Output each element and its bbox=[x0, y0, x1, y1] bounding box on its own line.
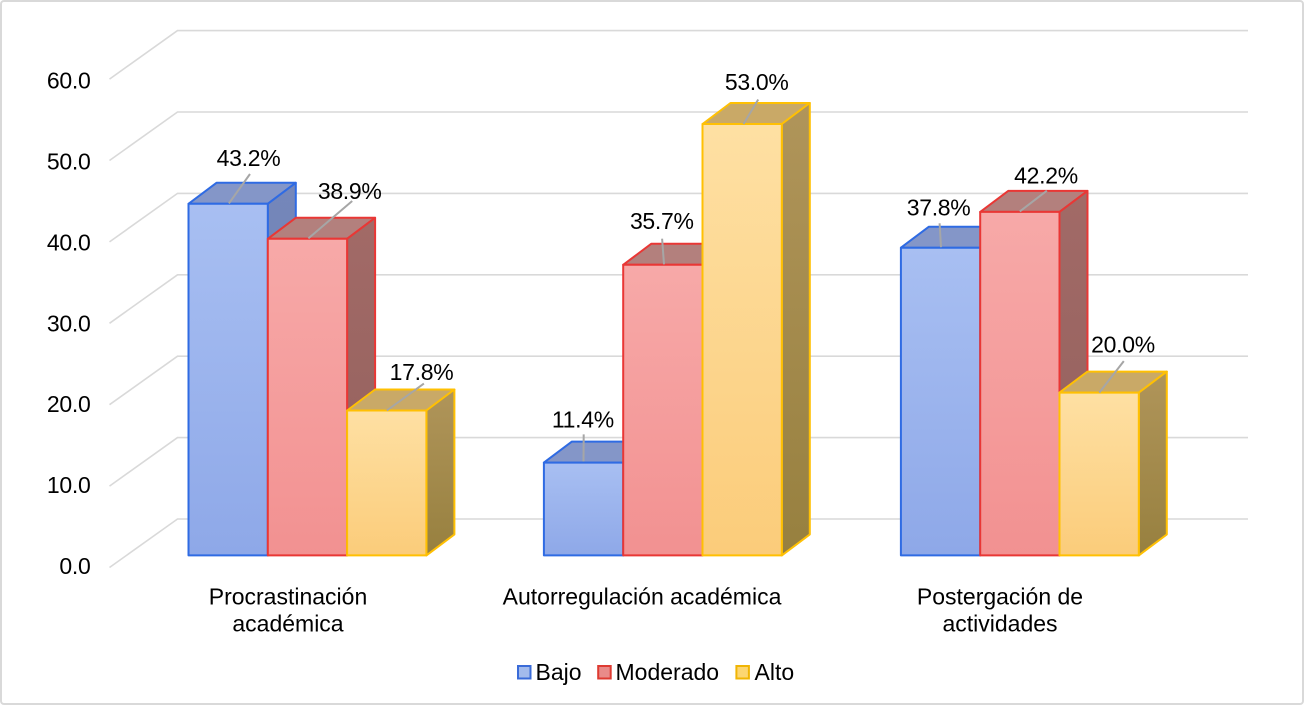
svg-text:38.9%: 38.9% bbox=[318, 178, 382, 204]
svg-text:actividades: actividades bbox=[942, 611, 1057, 637]
svg-text:Bajo: Bajo bbox=[536, 659, 582, 685]
svg-text:Moderado: Moderado bbox=[616, 659, 720, 685]
svg-text:Alto: Alto bbox=[755, 659, 795, 685]
svg-text:43.2%: 43.2% bbox=[217, 145, 281, 171]
svg-text:Postergación de: Postergación de bbox=[917, 584, 1083, 610]
svg-text:40.0: 40.0 bbox=[47, 229, 91, 255]
svg-text:11.4%: 11.4% bbox=[552, 406, 614, 432]
svg-text:Procrastinación: Procrastinación bbox=[209, 584, 368, 610]
svg-text:53.0%: 53.0% bbox=[725, 69, 789, 95]
svg-text:60.0: 60.0 bbox=[47, 68, 91, 94]
svg-text:Autorregulación académica: Autorregulación académica bbox=[503, 584, 782, 610]
svg-text:10.0: 10.0 bbox=[47, 472, 91, 498]
svg-text:académica: académica bbox=[232, 611, 343, 637]
svg-text:20.0%: 20.0% bbox=[1091, 331, 1155, 357]
svg-text:30.0: 30.0 bbox=[47, 310, 91, 336]
svg-text:42.2%: 42.2% bbox=[1014, 162, 1078, 188]
svg-text:0.0: 0.0 bbox=[59, 553, 90, 579]
svg-text:20.0: 20.0 bbox=[47, 391, 91, 417]
svg-text:35.7%: 35.7% bbox=[630, 208, 694, 234]
svg-text:50.0: 50.0 bbox=[47, 149, 91, 175]
svg-text:17.8%: 17.8% bbox=[390, 359, 454, 385]
svg-text:37.8%: 37.8% bbox=[907, 194, 971, 220]
